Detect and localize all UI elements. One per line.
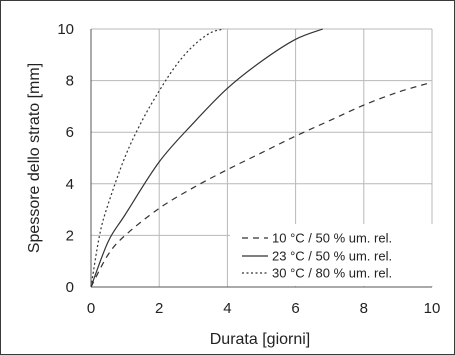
legend-box — [230, 224, 436, 286]
x-tick-label-6: 6 — [291, 300, 299, 317]
tick-labels: 0 2 4 6 8 10 0 2 4 6 8 10 — [57, 21, 440, 317]
legend-item-10c: 10 °C / 50 % um. rel. — [242, 231, 392, 246]
series-line-23c — [90, 28, 324, 288]
x-tick-label-0: 0 — [87, 300, 95, 317]
x-tick-label-2: 2 — [155, 300, 163, 317]
y-tick-label-4: 4 — [66, 176, 74, 193]
y-tick-label-6: 6 — [66, 124, 74, 141]
legend-item-30c: 30 °C / 80 % um. rel. — [242, 266, 392, 281]
x-tick-label-8: 8 — [360, 300, 368, 317]
y-tick-label-10: 10 — [57, 21, 74, 38]
legend-label-30c: 30 °C / 80 % um. rel. — [272, 266, 392, 281]
x-tick-label-10: 10 — [424, 300, 441, 317]
x-tick-label-4: 4 — [223, 300, 231, 317]
series-lines — [90, 28, 429, 288]
y-axis-label: Spessore dello strato [mm] — [26, 63, 43, 253]
y-tick-label-2: 2 — [66, 227, 74, 244]
series-line-10c — [90, 82, 429, 288]
legend-label-10c: 10 °C / 50 % um. rel. — [272, 231, 392, 246]
legend: 10 °C / 50 % um. rel. 23 °C / 50 % um. r… — [230, 224, 436, 286]
x-axis-label: Durata [giorni] — [210, 331, 311, 348]
series-line-30c — [90, 28, 225, 288]
y-tick-label-0: 0 — [66, 279, 74, 296]
y-tick-label-8: 8 — [66, 73, 74, 90]
legend-label-23c: 23 °C / 50 % um. rel. — [272, 249, 392, 264]
axes — [90, 29, 432, 288]
legend-item-23c: 23 °C / 50 % um. rel. — [242, 249, 392, 264]
